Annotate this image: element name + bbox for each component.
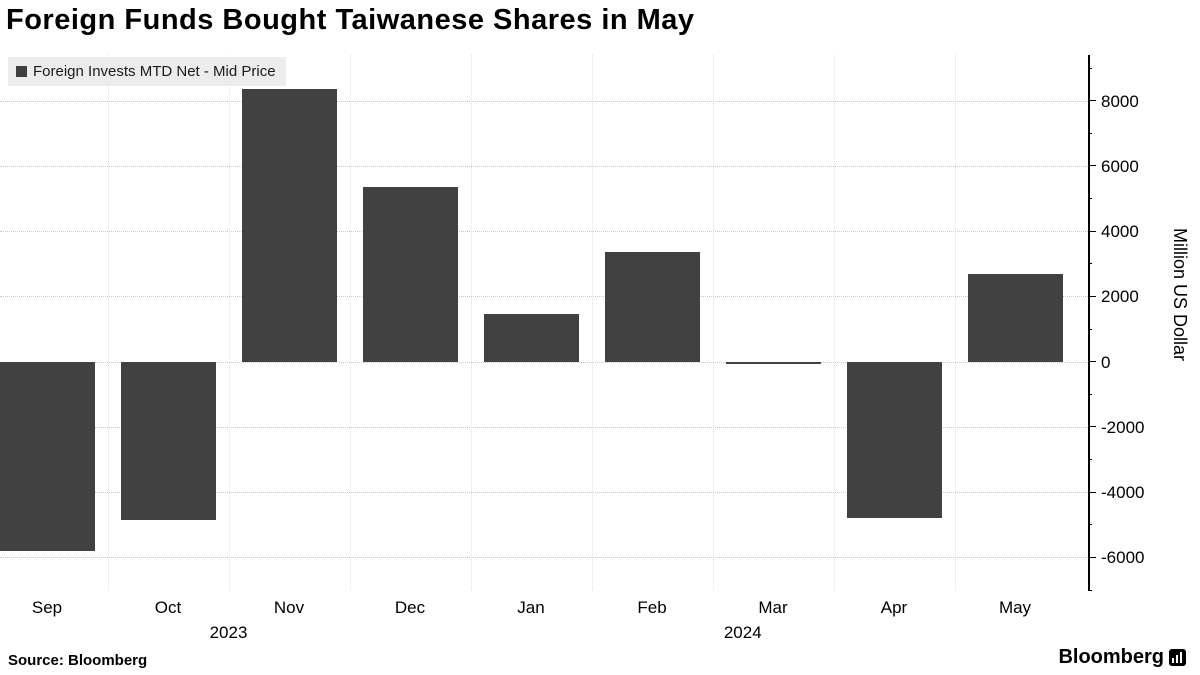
x-tick-label: Nov: [273, 598, 305, 617]
y-axis-minor-tick: [1088, 132, 1092, 134]
y-axis-title: Million US Dollar: [1170, 228, 1190, 362]
x-tick-label: Sep: [31, 598, 63, 617]
legend-swatch-icon: [16, 66, 27, 77]
h-gridline: [0, 100, 1088, 102]
v-gridline: [954, 55, 956, 590]
y-axis-minor-tick: [1088, 198, 1092, 200]
y-axis-minor-tick: [1088, 67, 1092, 69]
bar: [604, 252, 700, 362]
legend-label: Foreign Invests MTD Net - Mid Price: [33, 63, 276, 80]
year-label: 2023: [209, 623, 248, 642]
y-axis-minor-tick: [1088, 328, 1092, 330]
bar: [120, 361, 216, 520]
legend: Foreign Invests MTD Net - Mid Price: [8, 57, 286, 86]
y-tick-label: -4000: [1101, 483, 1145, 503]
bar: [241, 89, 337, 362]
y-axis-minor-tick: [1088, 393, 1092, 395]
v-gridline: [107, 55, 109, 590]
h-gridline: [0, 296, 1088, 298]
y-axis-minor-tick: [1088, 263, 1092, 265]
v-gridline: [470, 55, 472, 590]
x-tick-label: Oct: [154, 598, 182, 617]
h-gridline: [0, 492, 1088, 494]
v-gridline: [349, 55, 351, 590]
h-gridline: [0, 231, 1088, 233]
y-axis-minor-tick: [1088, 589, 1092, 591]
bar: [725, 361, 821, 365]
v-gridline: [833, 55, 835, 590]
y-axis-major-tick: [1088, 165, 1096, 167]
bar: [0, 361, 95, 551]
bar: [846, 361, 942, 519]
x-tick-label: Mar: [758, 598, 788, 617]
v-gridline: [228, 55, 230, 590]
bloomberg-wordmark: Bloomberg: [1058, 646, 1164, 668]
y-axis-major-tick: [1088, 426, 1096, 428]
h-gridline: [0, 426, 1088, 428]
y-axis-major-tick: [1088, 230, 1096, 232]
bar: [362, 187, 458, 362]
y-axis-major-tick: [1088, 556, 1096, 558]
h-gridline: [0, 165, 1088, 167]
h-gridline: [0, 557, 1088, 559]
y-axis-minor-tick: [1088, 459, 1092, 460]
x-tick-label: Dec: [394, 598, 426, 617]
y-tick-label: 4000: [1101, 222, 1139, 242]
h-gridline: [0, 361, 1088, 363]
year-label: 2024: [723, 623, 762, 642]
y-tick-label: 8000: [1101, 91, 1139, 111]
bloomberg-chart-icon: [1169, 649, 1186, 666]
y-tick-label: 0: [1101, 352, 1111, 372]
x-tick-label: Apr: [880, 598, 908, 617]
y-axis-major-tick: [1088, 491, 1096, 493]
y-tick-label: 2000: [1101, 287, 1139, 307]
bloomberg-branding: Bloomberg: [1058, 646, 1186, 669]
x-tick-label: Feb: [637, 598, 667, 617]
chart-title: Foreign Funds Bought Taiwanese Shares in…: [6, 4, 695, 36]
v-gridline: [591, 55, 593, 590]
v-gridline: [712, 55, 714, 590]
bar: [967, 273, 1063, 362]
y-axis-major-tick: [1088, 100, 1096, 102]
y-axis-minor-tick: [1088, 524, 1092, 526]
x-tick-label: Jan: [517, 598, 545, 617]
y-tick-label: -2000: [1101, 417, 1145, 437]
x-tick-label: May: [998, 598, 1032, 617]
y-axis-major-tick: [1088, 361, 1096, 363]
y-axis-major-tick: [1088, 295, 1096, 297]
y-tick-label: 6000: [1101, 156, 1139, 176]
y-axis-line: [1088, 55, 1090, 590]
source-note: Source: Bloomberg: [8, 652, 148, 669]
bar: [483, 314, 579, 362]
y-tick-label: -6000: [1101, 548, 1145, 568]
